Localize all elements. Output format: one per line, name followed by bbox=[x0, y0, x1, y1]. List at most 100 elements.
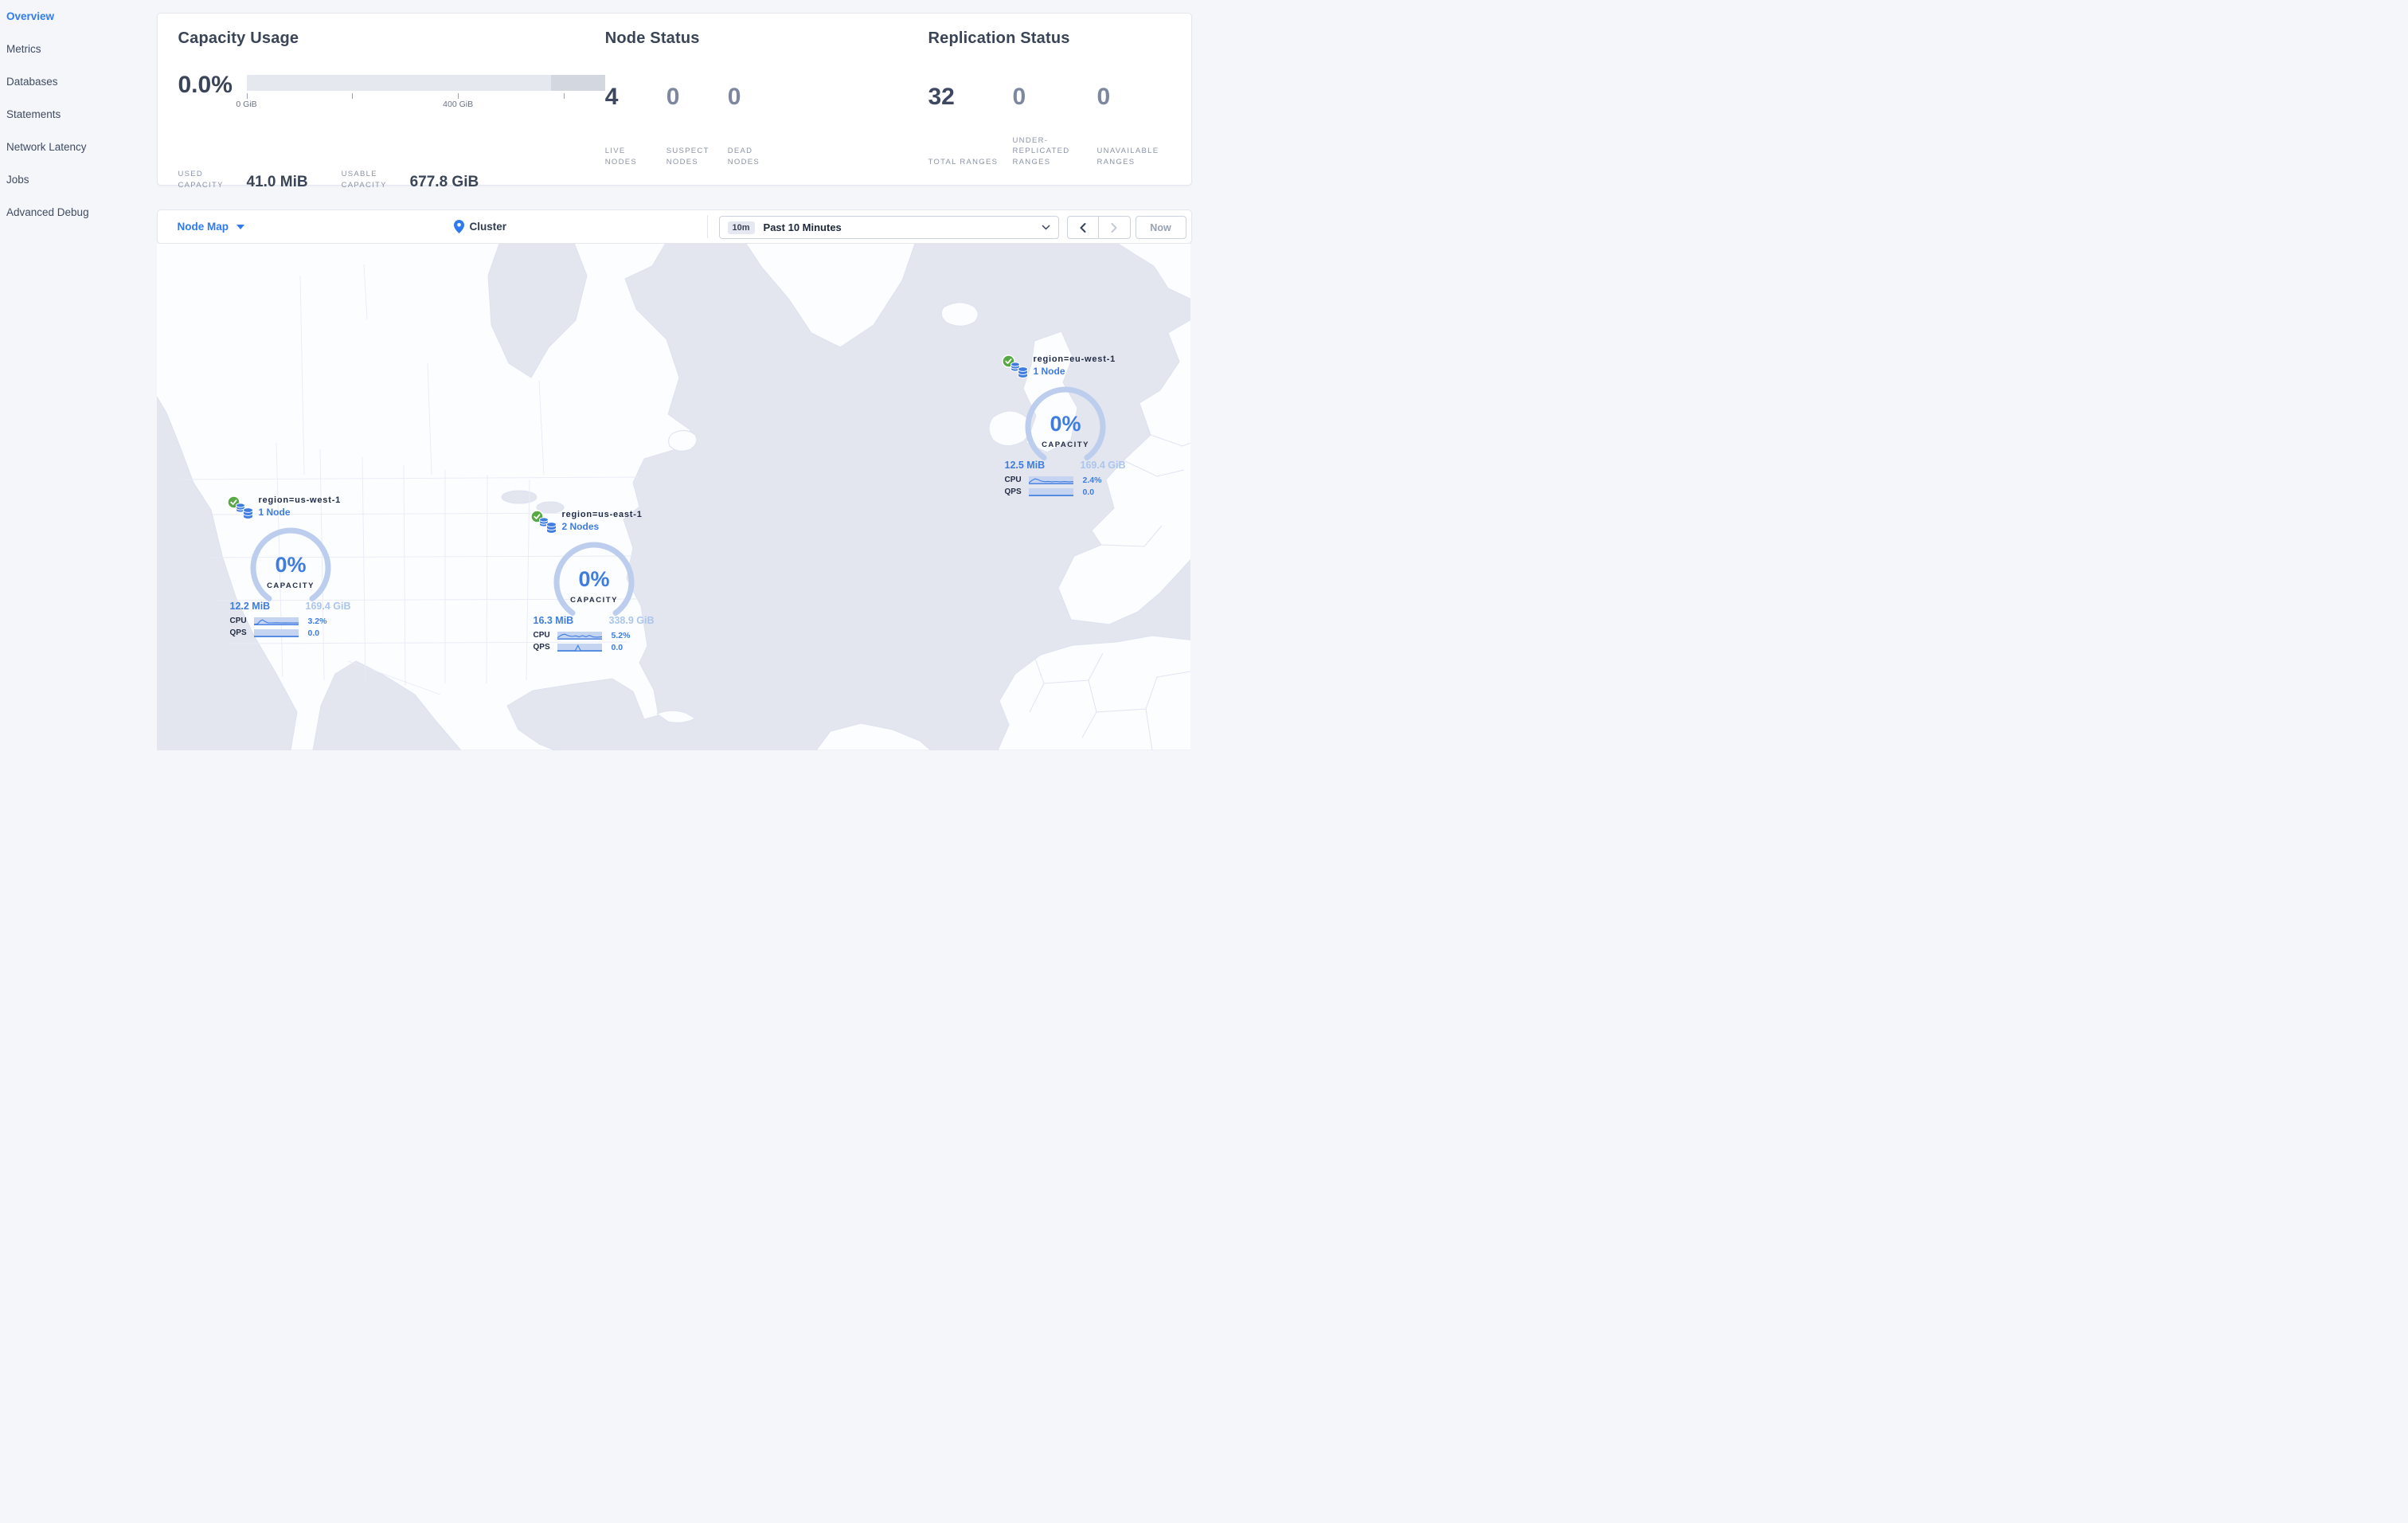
used-capacity-value: 41.0 MiB bbox=[246, 174, 308, 190]
chevron-down-icon bbox=[1041, 225, 1050, 230]
qps-value: 0.0 bbox=[1082, 487, 1095, 497]
sidebar-item-statements[interactable]: Statements bbox=[6, 108, 61, 120]
caret-down-icon bbox=[236, 224, 245, 229]
region-marker-eu-west-1[interactable]: region=eu-west-1 1 Node 0% CAPACITY 12.5… bbox=[1001, 354, 1129, 498]
view-switcher-label: Node Map bbox=[177, 221, 229, 233]
sidebar-item-jobs[interactable]: Jobs bbox=[6, 174, 29, 186]
gauge-capacity-label: CAPACITY bbox=[267, 581, 315, 590]
capacity-gauge: 0% CAPACITY bbox=[250, 527, 330, 601]
under-replicated-ranges-stat: 0 UNDER-REPLICATED RANGES bbox=[1013, 84, 1086, 167]
total-ranges-label: TOTAL RANGES bbox=[928, 157, 999, 166]
used-capacity: 16.3 MiB bbox=[533, 615, 574, 626]
breadcrumb[interactable]: Cluster bbox=[453, 210, 507, 243]
sidebar-item-metrics[interactable]: Metrics bbox=[6, 43, 41, 55]
qps-sparkline bbox=[253, 628, 299, 637]
usable-capacity-stat: USABLE CAPACITY 677.8 GiB bbox=[342, 108, 479, 191]
total-ranges-value: 32 bbox=[928, 84, 955, 110]
region-marker-us-west-1[interactable]: region=us-west-1 1 Node 0% CAPACITY 12.2… bbox=[226, 495, 354, 639]
now-button[interactable]: Now bbox=[1135, 216, 1186, 239]
qps-label: QPS bbox=[533, 643, 550, 652]
unavailable-ranges-label: UNAVAILABLE RANGES bbox=[1096, 147, 1159, 166]
sidebar-item-advanced-debug[interactable]: Advanced Debug bbox=[6, 206, 89, 218]
database-nodes-icon bbox=[235, 503, 253, 519]
map-toolbar: Node Map Cluster 10m Past 10 Minutes bbox=[156, 209, 1192, 244]
time-range-pager bbox=[1066, 216, 1131, 239]
cluster-overview-page: Overview Metrics Databases Statements Ne… bbox=[0, 0, 1204, 762]
under-replicated-ranges-label: UNDER-REPLICATED RANGES bbox=[1012, 136, 1070, 166]
gauge-capacity-label: CAPACITY bbox=[570, 596, 618, 605]
capacity-bar-ticks: 0 GiB 400 GiB bbox=[236, 91, 605, 109]
capacity-bar-dark-segment bbox=[551, 75, 605, 91]
page-bottom-gutter bbox=[0, 750, 1204, 762]
capacity-gauge: 0% CAPACITY bbox=[1025, 386, 1105, 460]
used-capacity: 12.5 MiB bbox=[1004, 460, 1046, 471]
region-node-count-link[interactable]: 1 Node bbox=[1033, 366, 1065, 377]
time-range-dropdown[interactable]: 10m Past 10 Minutes bbox=[718, 216, 1059, 239]
sidebar: Overview Metrics Databases Statements Ne… bbox=[0, 0, 158, 762]
cpu-label: CPU bbox=[533, 631, 550, 640]
toolbar-divider bbox=[706, 215, 708, 238]
gauge-capacity-label: CAPACITY bbox=[1042, 440, 1089, 449]
map-pin-icon bbox=[453, 220, 464, 233]
total-capacity: 169.4 GiB bbox=[1080, 460, 1126, 471]
time-range-next-button[interactable] bbox=[1098, 217, 1130, 238]
time-range-label: Past 10 Minutes bbox=[763, 221, 842, 233]
qps-value: 0.0 bbox=[611, 642, 624, 652]
dead-nodes-stat: 0 DEAD NODES bbox=[728, 84, 779, 167]
cpu-sparkline bbox=[1028, 476, 1073, 484]
gauge-percent: 0% bbox=[275, 553, 306, 577]
cpu-sparkline bbox=[253, 617, 299, 625]
qps-label: QPS bbox=[1004, 487, 1022, 496]
main-content: Capacity Usage 0.0% 0 GiB 4 0 bbox=[156, 0, 1192, 750]
dead-nodes-label: DEAD NODES bbox=[727, 147, 760, 166]
qps-value: 0.0 bbox=[307, 628, 320, 638]
region-name: region=us-east-1 bbox=[561, 510, 643, 519]
unavailable-ranges-stat: 0 UNAVAILABLE RANGES bbox=[1097, 84, 1171, 167]
capacity-tick-label-400: 400 GiB bbox=[443, 100, 474, 109]
gauge-percent: 0% bbox=[578, 567, 609, 591]
usable-capacity-value: 677.8 GiB bbox=[409, 174, 479, 190]
sidebar-item-databases[interactable]: Databases bbox=[6, 76, 58, 88]
region-name: region=eu-west-1 bbox=[1033, 354, 1116, 364]
node-status-title: Node Status bbox=[604, 29, 700, 47]
used-capacity-label: USED CAPACITY bbox=[178, 170, 224, 190]
replication-status-section: Replication Status 32 TOTAL RANGES 0 UND… bbox=[928, 29, 1171, 167]
node-status-section: Node Status 4 LIVE NODES 0 SUSPECT NODES… bbox=[605, 29, 928, 167]
region-node-count-link[interactable]: 1 Node bbox=[258, 507, 291, 518]
node-map[interactable]: region=us-west-1 1 Node 0% CAPACITY 12.2… bbox=[156, 244, 1190, 750]
live-nodes-value: 4 bbox=[604, 84, 619, 110]
total-capacity: 338.9 GiB bbox=[608, 615, 655, 626]
total-capacity: 169.4 GiB bbox=[305, 601, 351, 612]
capacity-usage-title: Capacity Usage bbox=[178, 29, 299, 47]
region-name: region=us-west-1 bbox=[258, 495, 342, 505]
live-nodes-label: LIVE NODES bbox=[604, 147, 638, 166]
cluster-summary-card: Capacity Usage 0.0% 0 GiB 4 0 bbox=[156, 13, 1192, 190]
sidebar-item-overview[interactable]: Overview bbox=[6, 10, 55, 22]
time-range-badge: 10m bbox=[727, 221, 755, 234]
gauge-percent: 0% bbox=[1050, 412, 1081, 436]
capacity-usage-section: Capacity Usage 0.0% 0 GiB 40 bbox=[178, 29, 605, 190]
suspect-nodes-label: SUSPECT NODES bbox=[666, 147, 710, 166]
cpu-label: CPU bbox=[229, 617, 247, 625]
region-marker-us-east-1[interactable]: region=us-east-1 2 Nodes 0% CAPACITY 16.… bbox=[530, 510, 658, 653]
view-switcher-dropdown[interactable]: Node Map bbox=[178, 210, 245, 243]
under-replicated-ranges-value: 0 bbox=[1012, 84, 1026, 110]
dead-nodes-value: 0 bbox=[727, 84, 741, 110]
sidebar-item-network-latency[interactable]: Network Latency bbox=[6, 141, 87, 153]
used-capacity: 12.2 MiB bbox=[229, 601, 271, 612]
cpu-value: 3.2% bbox=[307, 616, 327, 626]
capacity-bar-track bbox=[246, 75, 605, 91]
cpu-value: 5.2% bbox=[611, 630, 631, 640]
chevron-right-icon bbox=[1111, 222, 1117, 233]
cpu-sparkline bbox=[557, 631, 602, 640]
breadcrumb-cluster: Cluster bbox=[469, 221, 507, 233]
cpu-value: 2.4% bbox=[1082, 475, 1102, 485]
capacity-percent: 0.0% bbox=[178, 72, 233, 98]
used-capacity-stat: USED CAPACITY 41.0 MiB bbox=[178, 108, 308, 191]
time-range-prev-button[interactable] bbox=[1068, 217, 1099, 238]
capacity-bar: 0 GiB 400 GiB bbox=[236, 75, 605, 109]
region-node-count-link[interactable]: 2 Nodes bbox=[561, 521, 600, 532]
database-nodes-icon bbox=[1010, 362, 1028, 378]
replication-status-title: Replication Status bbox=[928, 29, 1070, 47]
qps-sparkline bbox=[557, 643, 602, 652]
